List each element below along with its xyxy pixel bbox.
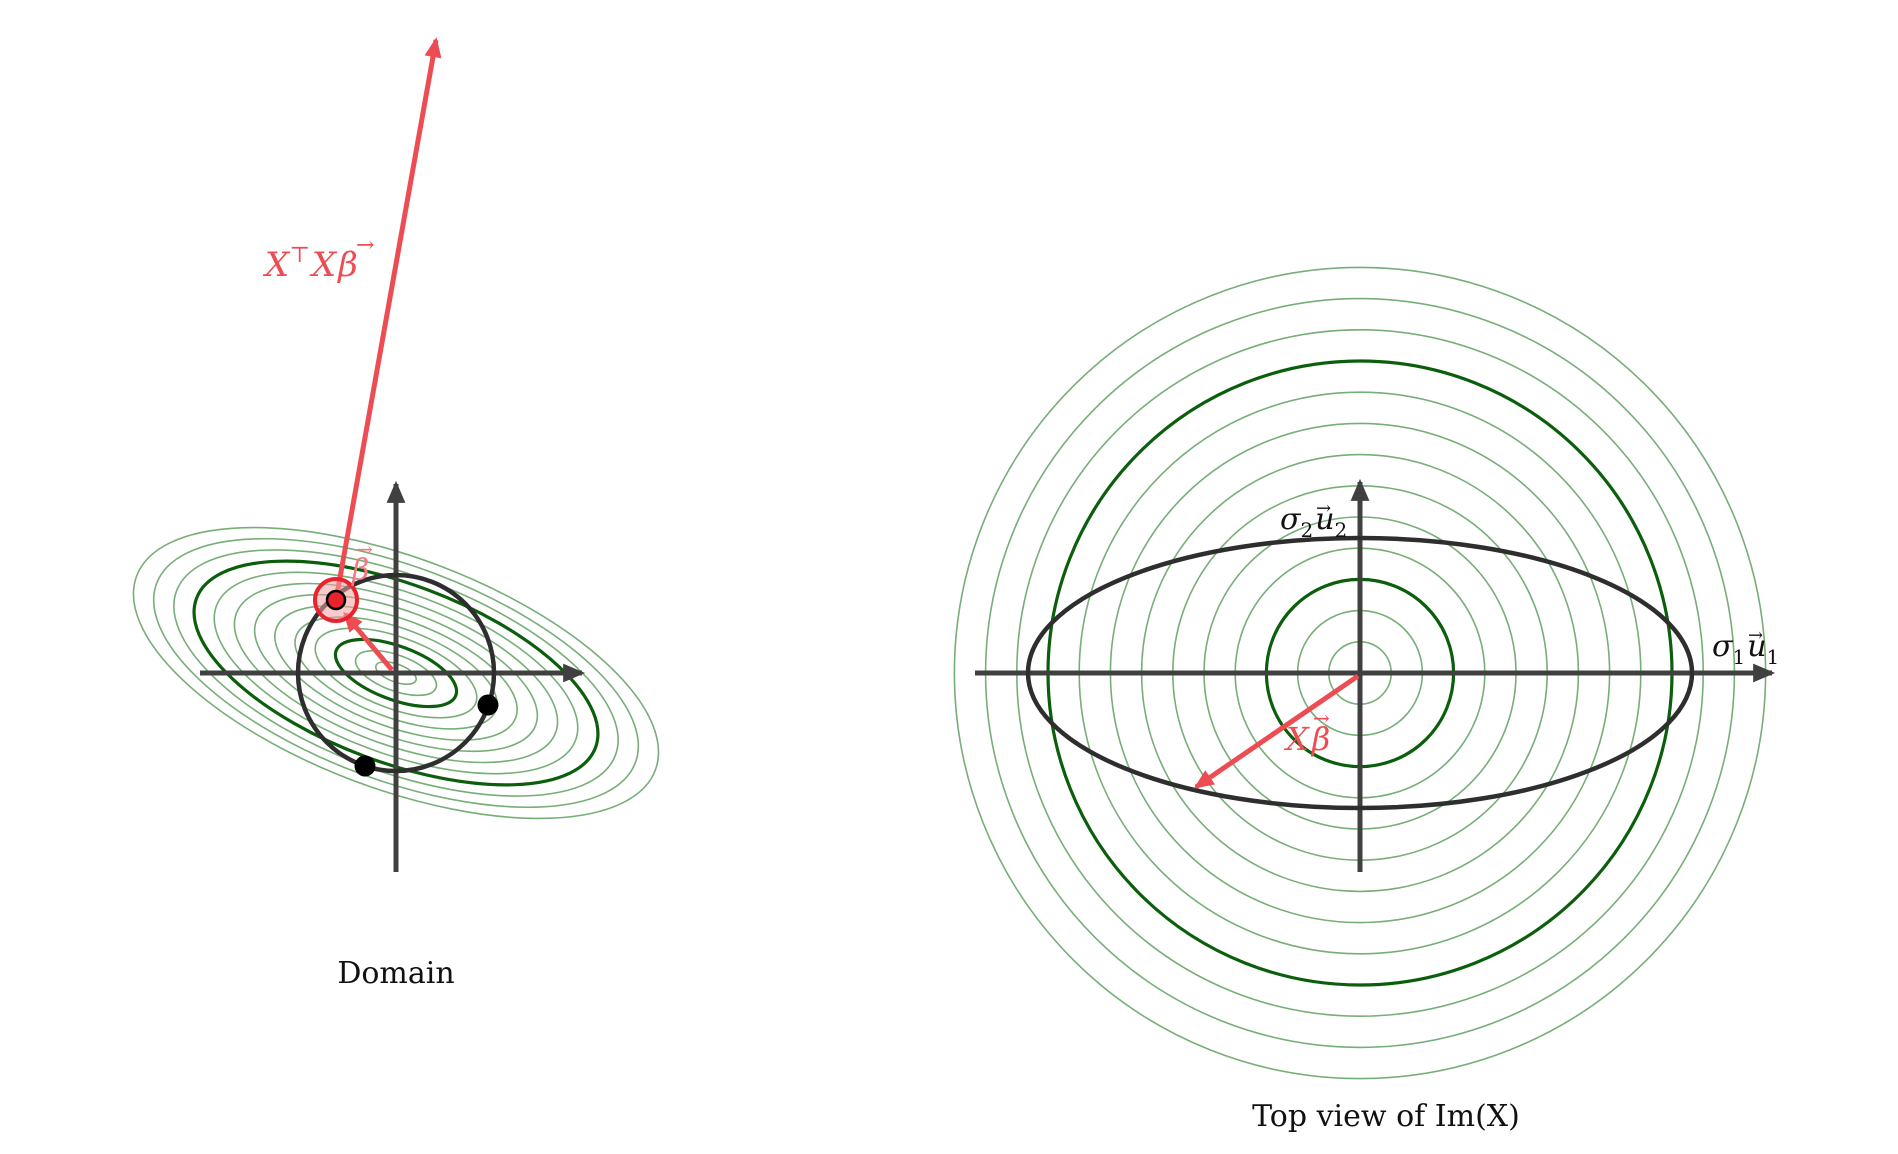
unit-circle-point-bottom — [354, 755, 376, 777]
xtx-beta-vector — [333, 37, 442, 601]
xtx-beta-label: X⊤Xβ — [262, 243, 358, 285]
xtx-beta-label-arrow: → — [356, 233, 374, 258]
sigma2-u2-label: σ2u2 — [1280, 502, 1347, 542]
domain-contour-emphasized — [333, 637, 459, 709]
x-beta-label: Xβ — [1283, 720, 1330, 758]
x-beta-label-arrow: → — [1313, 706, 1330, 730]
domain-caption: Domain — [337, 956, 454, 991]
domain-contour — [132, 526, 660, 820]
domain-contour — [213, 571, 579, 775]
image-panel: σ2u2 → σ1u1 → Xβ → Top view of Im(X) — [953, 266, 1779, 1134]
domain-contour — [375, 661, 417, 685]
domain-contour — [354, 649, 438, 697]
beta-point — [325, 589, 347, 611]
sigma1-u1-label-arrow: → — [1748, 625, 1763, 646]
domain-contour — [274, 605, 518, 741]
domain-contour — [253, 593, 539, 753]
beta-label: β — [351, 553, 369, 588]
sigma2-u2-label-arrow: → — [1316, 498, 1331, 519]
domain-contour — [233, 582, 559, 764]
domain-contour — [314, 627, 478, 719]
beta-label-arrow: → — [356, 537, 373, 561]
image-ellipse — [1025, 535, 1695, 811]
sigma1-u1-label: σ1u1 — [1712, 629, 1779, 669]
domain-unit-circle — [295, 572, 497, 774]
image-caption: Top view of Im(X) — [1252, 1099, 1520, 1134]
x-beta-vector — [1193, 673, 1360, 790]
beta-vector — [343, 611, 394, 672]
domain-panel: X⊤Xβ → β → Domain — [132, 37, 660, 991]
unit-circle-point-right — [477, 694, 499, 716]
